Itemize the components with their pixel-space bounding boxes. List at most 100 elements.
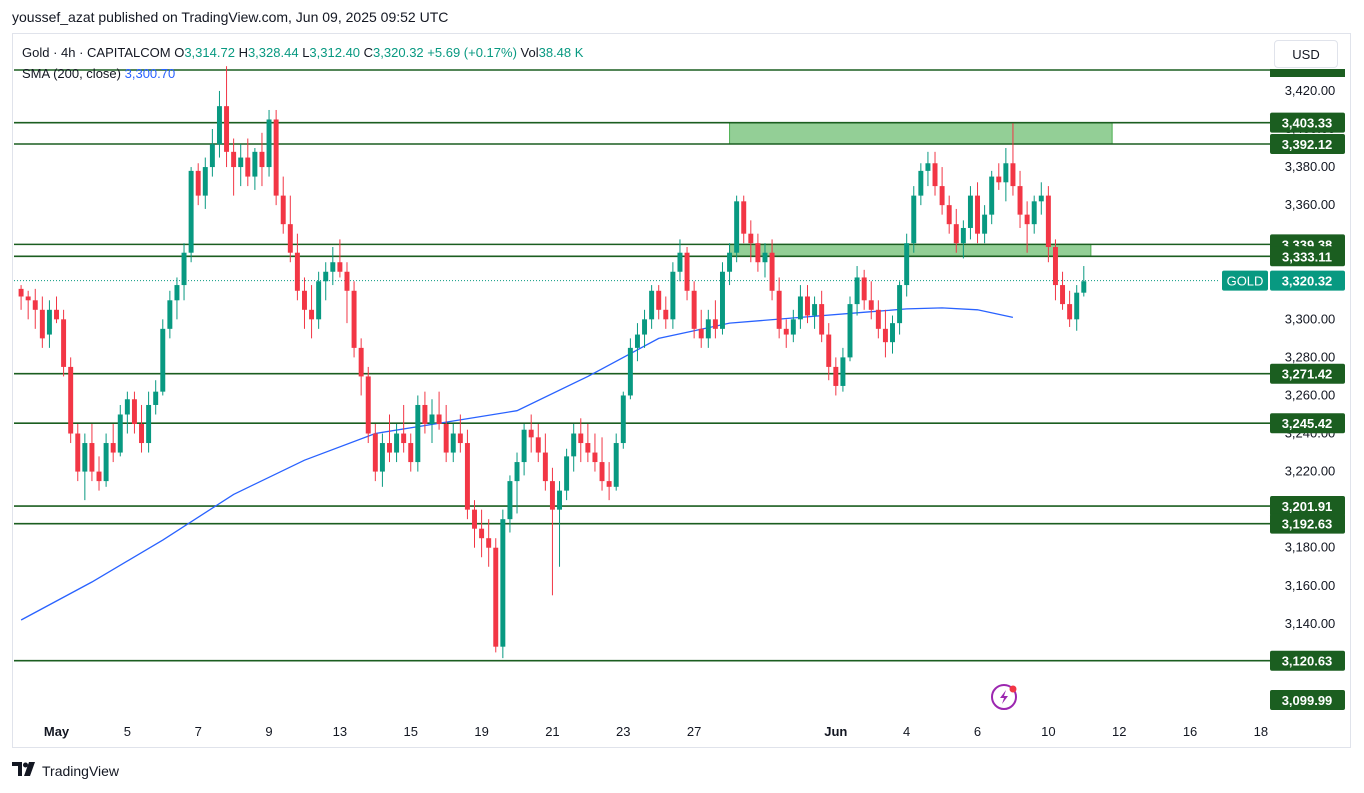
candle[interactable] [741,195,747,244]
candle[interactable] [1045,186,1051,263]
candle[interactable] [868,281,874,320]
candle[interactable] [75,424,81,482]
candle[interactable] [39,296,45,348]
candle[interactable] [762,243,768,278]
sma-200-line[interactable] [20,307,1014,621]
candle[interactable] [578,418,584,463]
candle[interactable] [231,138,237,196]
candle[interactable] [294,233,300,301]
sma-legend[interactable]: SMA (200, close) 3,300.70 [22,66,175,81]
candle[interactable] [153,380,159,415]
candle[interactable] [698,309,704,348]
candle[interactable] [606,462,612,501]
candle[interactable] [642,309,648,348]
candle[interactable] [826,323,832,381]
candle[interactable] [387,414,392,463]
candle[interactable] [1081,266,1087,297]
candle[interactable] [266,109,272,177]
candle[interactable] [46,300,52,348]
candle[interactable] [769,239,775,301]
candle[interactable] [443,404,449,463]
candle[interactable] [181,243,187,301]
candle[interactable] [167,290,173,339]
candle[interactable] [684,247,690,301]
candle[interactable] [429,399,435,444]
candle[interactable] [925,151,931,187]
candle[interactable] [620,391,626,449]
candle[interactable] [797,285,803,329]
candle[interactable] [911,186,917,253]
candle[interactable] [394,424,400,463]
candle[interactable] [1074,285,1080,331]
candle[interactable] [946,195,952,234]
candle[interactable] [18,285,24,310]
candle[interactable] [727,243,733,286]
candle[interactable] [939,167,945,215]
candle[interactable] [776,277,782,339]
candle[interactable] [195,163,201,206]
candle[interactable] [337,239,343,278]
candle[interactable] [174,277,180,320]
candle[interactable] [103,433,109,487]
candle[interactable] [528,414,534,453]
candle[interactable] [564,448,570,501]
candle[interactable] [755,233,761,272]
candle[interactable] [634,323,640,362]
candle[interactable] [783,319,789,348]
candle[interactable] [670,262,676,329]
candle[interactable] [953,208,959,253]
candle[interactable] [847,296,853,362]
candle[interactable] [932,151,938,196]
candle[interactable] [904,233,910,297]
candle[interactable] [89,424,95,482]
candle[interactable] [379,433,385,487]
candle[interactable] [535,424,541,463]
candle[interactable] [989,170,995,225]
candle[interactable] [401,404,407,453]
candle[interactable] [25,290,31,320]
tradingview-footer[interactable]: TradingView [12,762,119,780]
candle[interactable] [209,129,215,177]
candle[interactable] [833,357,839,396]
candle[interactable] [882,309,888,358]
candle[interactable] [734,195,740,263]
candle[interactable] [656,285,662,320]
candle[interactable] [32,288,38,329]
candle[interactable] [649,285,655,329]
candle[interactable] [273,109,279,206]
supply-demand-zone[interactable] [729,243,1092,257]
candle[interactable] [719,262,725,335]
candle[interactable] [160,319,166,396]
symbol-label[interactable]: Gold · 4h · CAPITALCOM [22,45,171,60]
candle[interactable] [139,404,145,453]
candle[interactable] [1052,239,1058,301]
candle[interactable] [599,437,605,491]
candle[interactable] [1017,170,1023,228]
candle[interactable] [585,424,591,463]
candle[interactable] [472,500,477,548]
candle[interactable] [918,163,924,206]
candle[interactable] [592,433,598,472]
candle[interactable] [1031,195,1037,234]
candle[interactable] [712,300,718,339]
candle[interactable] [117,404,123,457]
candle[interactable] [280,176,286,234]
candle[interactable] [301,277,307,329]
candle[interactable] [287,195,293,263]
candle[interactable] [705,309,711,348]
candle[interactable] [224,66,230,168]
candle[interactable] [975,182,981,244]
candle[interactable] [259,132,265,187]
candle[interactable] [479,509,485,558]
candle[interactable] [493,538,499,653]
candle[interactable] [408,433,414,472]
candle[interactable] [663,296,669,329]
candle[interactable] [542,433,548,491]
candle[interactable] [627,338,633,400]
candle[interactable] [557,481,563,567]
candle[interactable] [110,424,116,463]
supply-demand-zone[interactable] [729,122,1113,145]
candle[interactable] [613,433,619,491]
candle[interactable] [464,429,470,520]
candle[interactable] [514,452,520,514]
